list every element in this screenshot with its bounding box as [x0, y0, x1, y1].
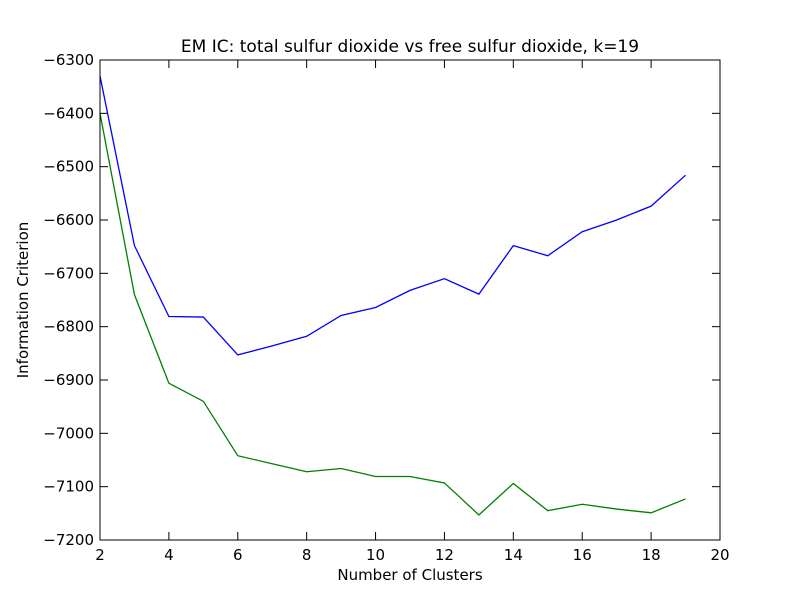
y-tick-label: −7100 — [43, 478, 94, 496]
y-tick-label: −6800 — [43, 318, 94, 336]
x-axis-ticks: 2 4 6 8 10 12 14 16 18 20 — [95, 60, 730, 564]
series-line-2 — [99, 113, 686, 516]
series-line-1 — [99, 75, 686, 356]
y-tick-label: −6700 — [43, 264, 94, 282]
y-tick-label: −7200 — [43, 531, 94, 549]
x-tick-label: 4 — [164, 546, 174, 564]
y-tick-label: −6900 — [43, 371, 94, 389]
x-tick-label: 14 — [504, 546, 523, 564]
y-tick-label: −7000 — [43, 424, 94, 442]
chart-title: EM IC: total sulfur dioxide vs free sulf… — [181, 37, 639, 57]
x-tick-label: 8 — [302, 546, 312, 564]
x-tick-label: 16 — [573, 546, 592, 564]
x-axis-label: Number of Clusters — [337, 566, 482, 584]
x-tick-label: 10 — [366, 546, 385, 564]
x-tick-label: 18 — [642, 546, 661, 564]
y-tick-label: −6600 — [43, 211, 94, 229]
y-axis-ticks: −6300 −6400 −6500 −6600 −6700 −6800 −6900 −7000… — [43, 51, 720, 549]
plot-frame — [99, 59, 721, 541]
plot-lines — [99, 75, 686, 516]
x-tick-label: 2 — [95, 546, 105, 564]
y-tick-label: −6400 — [43, 104, 94, 122]
x-tick-label: 20 — [710, 546, 729, 564]
x-tick-label: 12 — [435, 546, 454, 564]
y-tick-label: −6500 — [43, 158, 94, 176]
x-tick-label: 6 — [233, 546, 243, 564]
y-axis-label: Information Criterion — [14, 222, 32, 379]
y-tick-label: −6300 — [43, 51, 94, 69]
